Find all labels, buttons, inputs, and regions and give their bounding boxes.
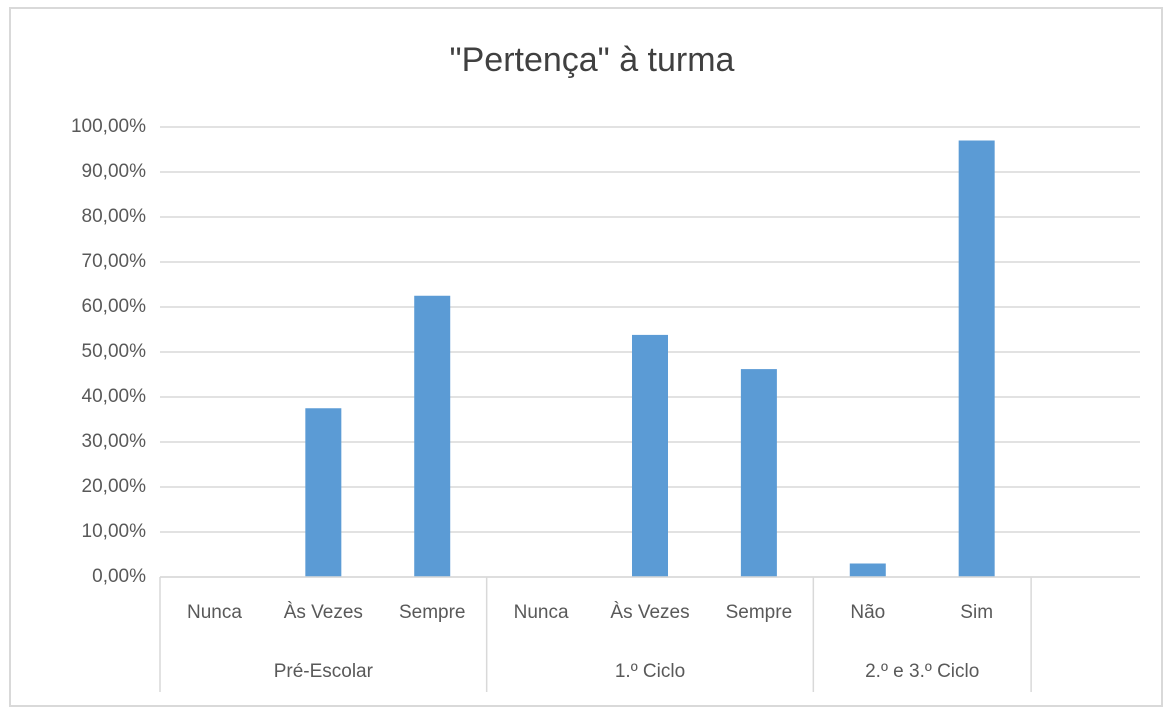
y-tick-label: 100,00% <box>71 116 146 137</box>
y-tick-label: 80,00% <box>82 206 147 227</box>
group-label: 1.º Ciclo <box>615 661 685 682</box>
y-tick-label: 70,00% <box>82 251 147 272</box>
group-label: 2.º e 3.º Ciclo <box>865 661 979 682</box>
bar <box>414 295 451 577</box>
y-tick-label: 90,00% <box>82 161 147 182</box>
bar <box>305 408 342 577</box>
x-tick-label: Sim <box>960 602 993 623</box>
y-tick-label: 60,00% <box>82 296 147 317</box>
bar <box>849 563 886 577</box>
x-tick-label: Nunca <box>187 602 242 623</box>
chart-title: "Pertença" à turma <box>450 41 735 79</box>
group-label: Pré-Escolar <box>274 661 374 682</box>
x-tick-label: Sempre <box>399 602 466 623</box>
y-tick-label: 40,00% <box>82 386 147 407</box>
bar <box>958 140 995 577</box>
x-tick-label: Sempre <box>726 602 793 623</box>
bar <box>632 334 668 577</box>
bar <box>740 369 777 577</box>
x-tick-label: Às Vezes <box>610 602 689 623</box>
x-tick-label: Não <box>850 602 885 623</box>
x-tick-label: Às Vezes <box>284 602 363 623</box>
x-tick-label: Nunca <box>514 602 569 623</box>
y-tick-label: 0,00% <box>92 566 146 587</box>
y-tick-label: 20,00% <box>82 476 147 497</box>
y-tick-label: 50,00% <box>82 341 147 362</box>
y-tick-label: 10,00% <box>82 521 147 542</box>
y-tick-label: 30,00% <box>82 431 147 452</box>
